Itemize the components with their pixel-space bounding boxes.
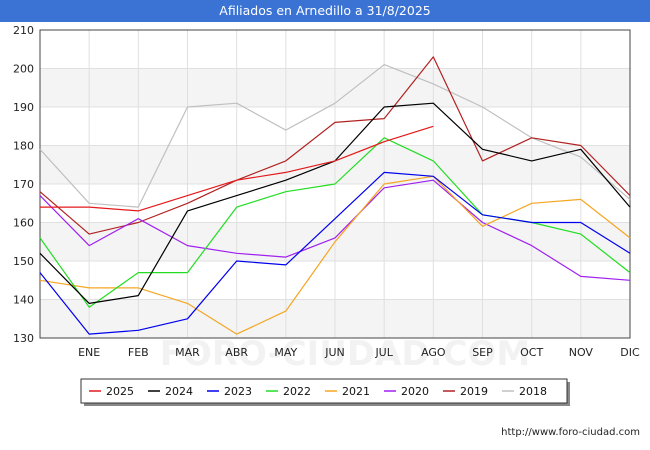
- y-tick-label: 180: [13, 140, 34, 153]
- legend-label-2020: 2020: [401, 385, 429, 398]
- legend-label-2025: 2025: [106, 385, 134, 398]
- x-tick-label: ABR: [225, 346, 248, 359]
- source-credit: http://www.foro-ciudad.com: [501, 427, 640, 438]
- x-tick-label: ENE: [78, 346, 100, 359]
- legend-label-2022: 2022: [283, 385, 311, 398]
- y-tick-label: 150: [13, 255, 34, 268]
- x-tick-label: MAY: [274, 346, 297, 359]
- x-tick-label: AGO: [421, 346, 446, 359]
- y-tick-label: 190: [13, 101, 34, 114]
- y-tick-label: 170: [13, 178, 34, 191]
- y-tick-label: 140: [13, 294, 34, 307]
- y-tick-label: 200: [13, 63, 34, 76]
- y-tick-label: 160: [13, 217, 34, 230]
- y-tick-label: 210: [13, 24, 34, 37]
- y-axis-ticks: 130 140 150 160 170 180 190 200 210: [13, 24, 34, 345]
- x-tick-label: OCT: [520, 346, 543, 359]
- legend-label-2023: 2023: [224, 385, 252, 398]
- legend-label-2021: 2021: [342, 385, 370, 398]
- x-tick-label: JUN: [324, 346, 345, 359]
- legend: 2025 2024 2023 2022 2021 2020 2019 2018: [81, 379, 570, 406]
- x-tick-label: DIC: [620, 346, 640, 359]
- x-tick-label: NOV: [569, 346, 594, 359]
- y-tick-label: 130: [13, 332, 34, 345]
- x-tick-label: FEB: [128, 346, 149, 359]
- x-tick-label: SEP: [472, 346, 493, 359]
- legend-label-2019: 2019: [460, 385, 488, 398]
- x-tick-label: MAR: [175, 346, 200, 359]
- legend-label-2018: 2018: [519, 385, 547, 398]
- x-tick-label: JUL: [374, 346, 393, 359]
- legend-label-2024: 2024: [165, 385, 193, 398]
